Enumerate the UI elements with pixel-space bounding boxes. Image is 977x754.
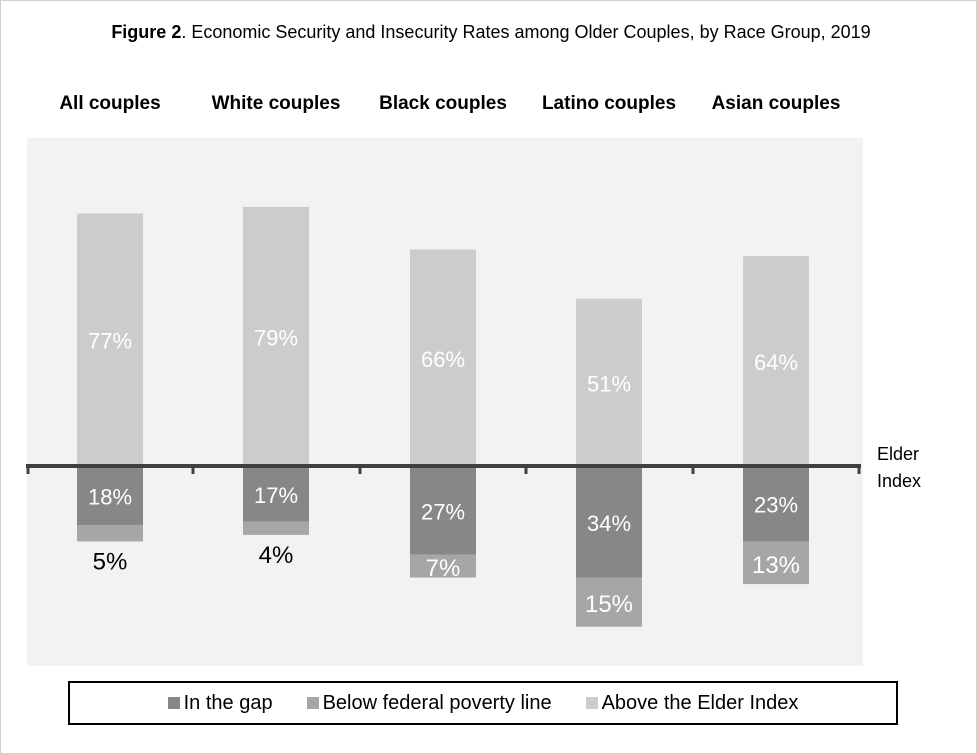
legend-label: Above the Elder Index <box>601 691 799 714</box>
bar-above-elder-index <box>410 249 476 466</box>
legend-swatch <box>585 697 598 709</box>
category-label: Black couples <box>379 93 507 114</box>
chart-title: Figure 2. Economic Security and Insecuri… <box>111 22 871 42</box>
bar-below-poverty <box>410 554 476 578</box>
bar-in-the-gap <box>243 466 309 522</box>
legend: In the gap Below federal poverty line Ab… <box>68 681 898 725</box>
bar-above-elder-index <box>576 298 642 466</box>
data-label: 79% <box>254 325 298 350</box>
data-label: 15% <box>585 591 633 618</box>
legend-swatch <box>306 697 319 709</box>
category-label: Asian couples <box>711 93 841 114</box>
legend-item: Below federal poverty line <box>306 691 552 715</box>
category-label: Latino couples <box>541 93 677 114</box>
data-label: 23% <box>754 493 798 518</box>
bar-in-the-gap <box>77 466 143 526</box>
category-label: All couples <box>59 93 161 114</box>
data-label: 64% <box>754 350 798 375</box>
legend-item: Above the Elder Index <box>585 691 799 715</box>
bar-in-the-gap <box>576 466 642 578</box>
data-label: 66% <box>421 347 465 372</box>
bar-below-poverty <box>576 577 642 627</box>
bar-above-elder-index <box>77 213 143 466</box>
data-label: 7% <box>426 555 461 582</box>
bar-below-poverty <box>243 521 309 535</box>
data-label: 5% <box>93 548 128 575</box>
data-label: 27% <box>421 499 465 524</box>
bar-below-poverty <box>77 525 143 542</box>
data-label: 13% <box>752 552 800 579</box>
data-label: 18% <box>88 485 132 510</box>
data-label: 4% <box>259 542 294 569</box>
legend-label: In the gap <box>183 691 273 714</box>
bar-above-elder-index <box>243 206 309 466</box>
data-label: 51% <box>587 371 631 396</box>
bar-in-the-gap <box>410 466 476 555</box>
bar-in-the-gap <box>743 466 809 542</box>
legend-swatch <box>167 697 180 709</box>
legend-label: Below federal poverty line <box>322 691 552 714</box>
data-label: 77% <box>88 329 132 354</box>
data-label: 17% <box>254 483 298 508</box>
category-label: White couples <box>211 93 341 114</box>
bar-above-elder-index <box>743 256 809 466</box>
data-label: 34% <box>587 511 631 536</box>
bar-below-poverty <box>743 541 809 585</box>
elder-index-label: Elder Index <box>877 444 922 491</box>
legend-item: In the gap <box>167 691 273 715</box>
